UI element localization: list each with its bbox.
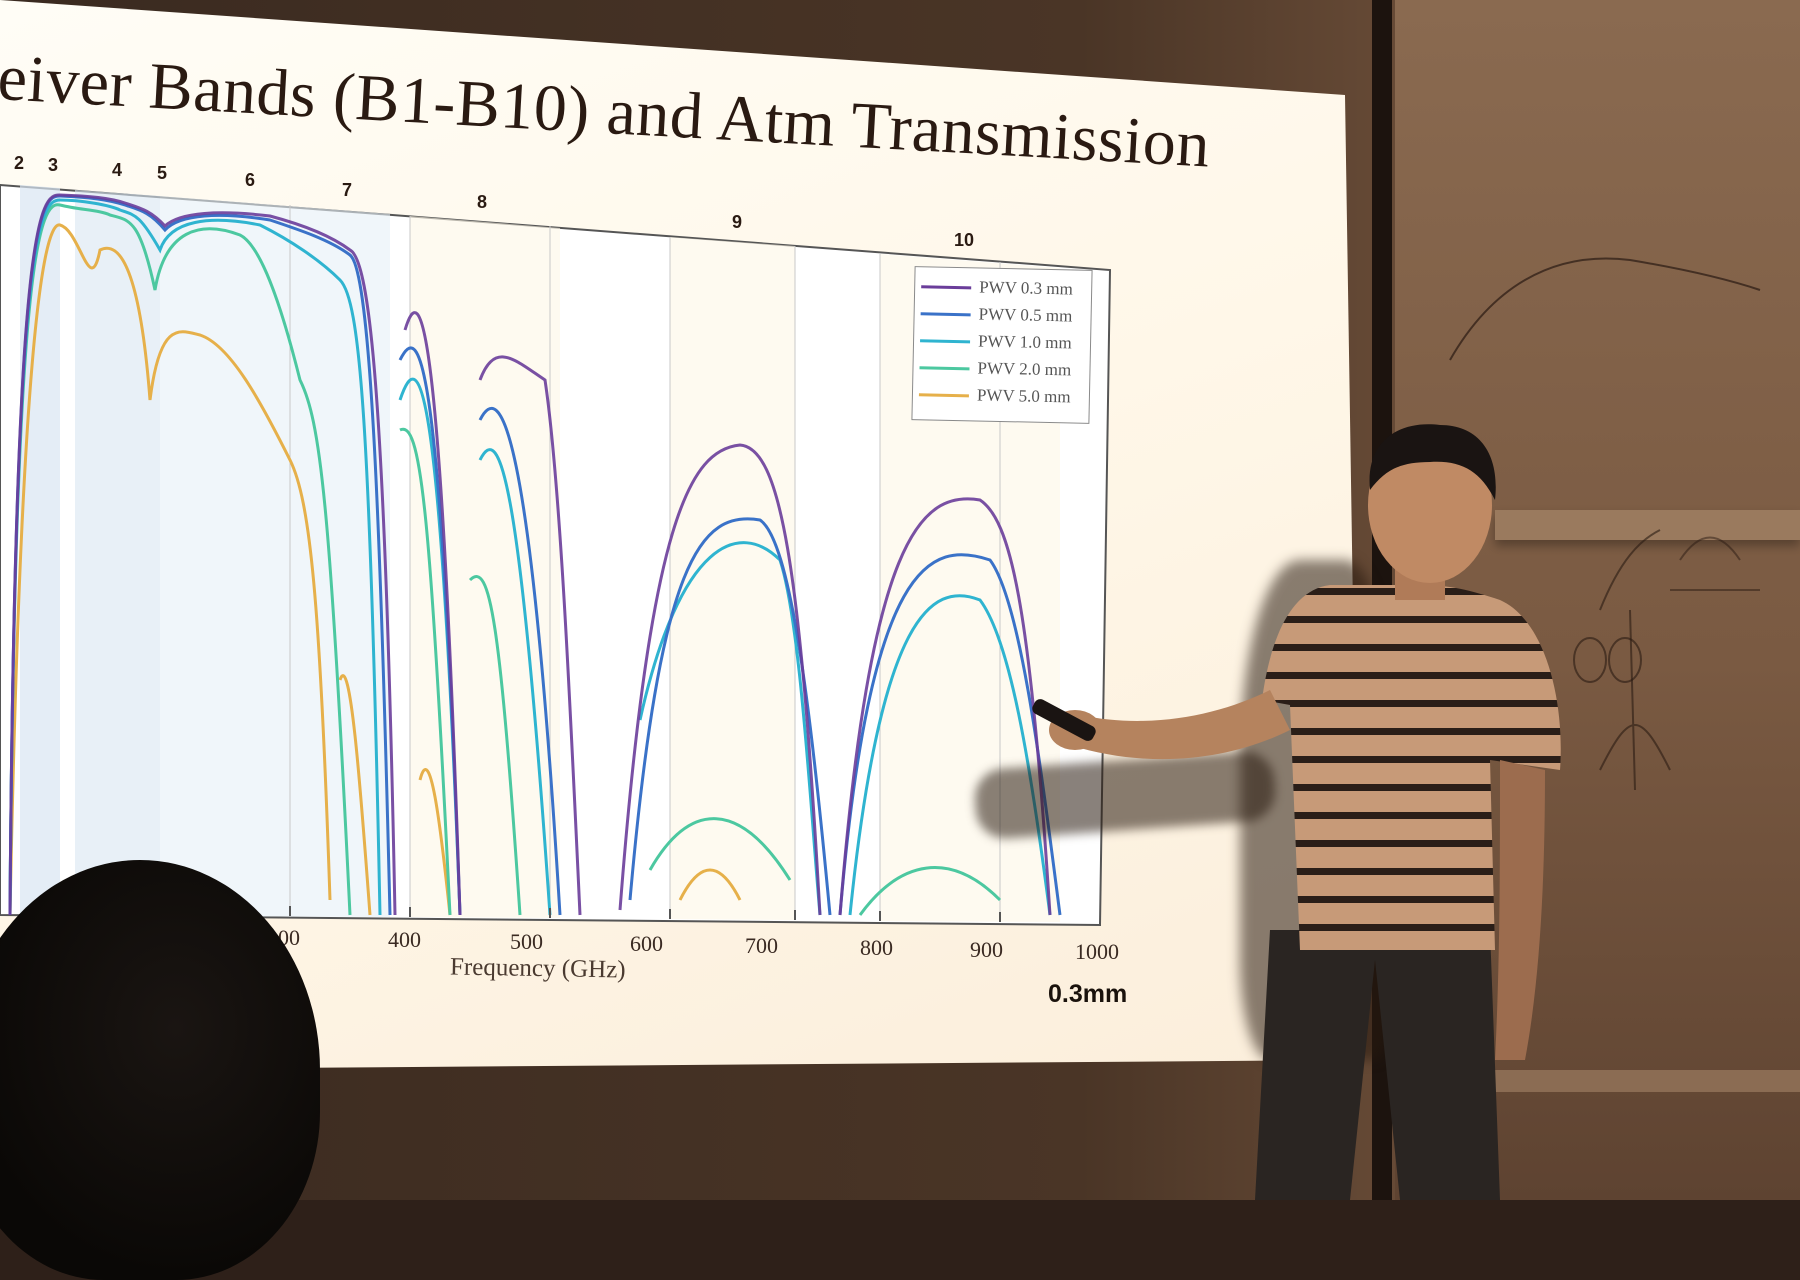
curve-pwv-0-3 [8,193,1052,916]
band-label-6: 6 [245,170,256,190]
band-label-4: 4 [112,160,123,180]
grid-lines [289,205,1001,922]
curve-pwv-2-0 [8,203,1002,916]
band-label-3: 3 [48,155,59,175]
band-region-6-7 [160,196,390,917]
presenter [1032,424,1561,1200]
curve-pwv-1-0 [8,198,1052,916]
presenter-trousers [1255,930,1500,1200]
whiteboard-sketch [1449,257,1761,791]
x-tick-label: 500 [510,929,543,954]
presenter-right-arm [1495,760,1545,1060]
curve-pwv-0-5 [8,194,1062,916]
band-label-8: 8 [477,192,488,212]
band-label-9: 9 [732,212,743,232]
transmission-plot [0,183,1112,927]
curve-pwv-5-0 [8,223,742,916]
x-tick-label: 1000 [1075,939,1119,964]
whiteboard-lower-ledge [1495,1070,1800,1092]
band-region-8 [410,216,560,918]
band-label-7: 7 [342,180,353,200]
presenter-arm [1070,690,1290,760]
band-label-10: 10 [954,230,975,250]
presenter-hair [1369,424,1496,500]
x-tick-label: 400 [388,927,421,952]
band-region-2 [20,185,60,915]
x-tick-label: 600 [630,931,663,956]
band-region-9 [670,237,795,920]
slide-caption-right: 0.3mm [1048,980,1128,1008]
x-tick-label: 800 [860,935,893,960]
laser-pointer-icon [1032,699,1096,741]
x-tick-label: 700 [745,933,778,958]
x-axis-ticks [289,906,1001,922]
presenter-shirt [1262,585,1561,950]
band-label-5: 5 [157,163,168,183]
band-label-2: 2 [14,153,25,173]
whiteboard-ledge [1495,510,1800,540]
x-tick-label: 900 [970,937,1003,962]
band-region-4 [75,190,160,916]
